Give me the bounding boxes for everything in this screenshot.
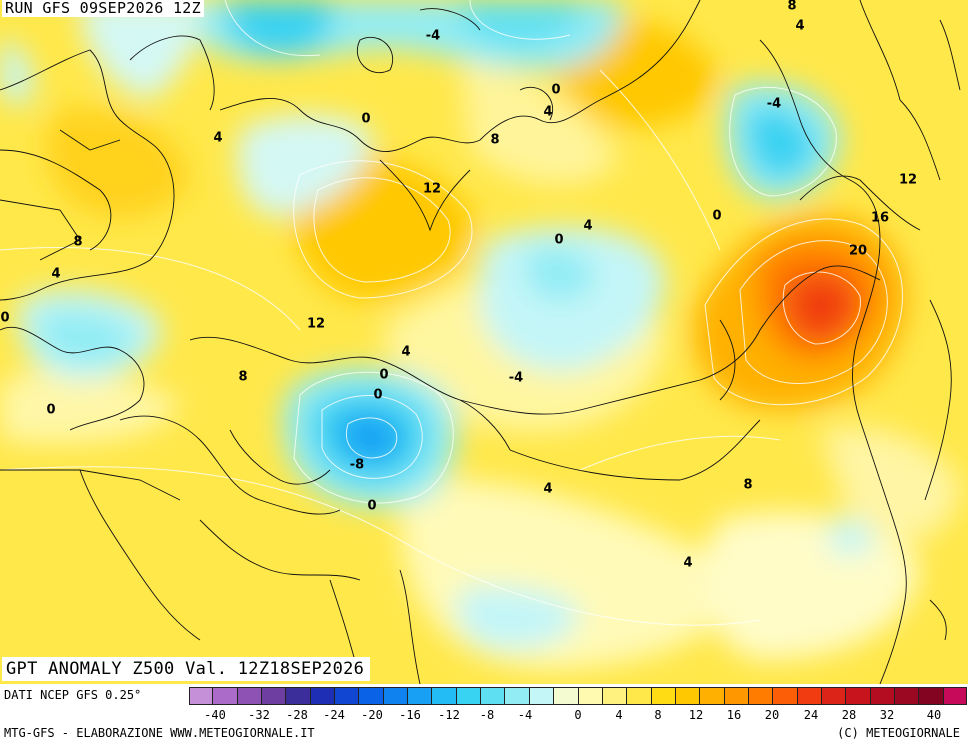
colorbar-tick-label: -28: [286, 708, 308, 722]
contour-label: -8: [350, 458, 364, 473]
colorbar-tick-label: -12: [438, 708, 460, 722]
colorbar: [189, 687, 967, 705]
legend-footer: DATI NCEP GFS 0.25° -40 -32 -28 -24 -20 -16 -1…: [0, 684, 968, 745]
contour-label: 0: [551, 83, 560, 98]
contour-label: 8: [787, 0, 796, 14]
isolines: [0, 0, 903, 626]
contour-label: 8: [490, 133, 499, 148]
colorbar-cell: [359, 687, 384, 705]
colorbar-tick-label: 0: [574, 708, 582, 722]
contour-label: -4: [509, 371, 523, 386]
colorbar-cell: [189, 687, 214, 705]
contour-label: 4: [543, 482, 552, 497]
colorbar-tick-label: -40: [204, 708, 226, 722]
colorbar-cell: [919, 687, 944, 705]
colorbar-cell: [237, 687, 263, 705]
contour-label: -4: [767, 97, 781, 112]
credit-right: (C) METEOGIORNALE: [837, 726, 960, 740]
contour-label: 4: [51, 267, 60, 282]
contour-label: 12: [307, 317, 325, 332]
anomaly-map: -4 8 4 0 4 0 8 4 -4 12 0 12 16 20 8 4 0 0 4 12 4 0 -4 0 8 -8 0 4 8 4 0: [0, 0, 968, 684]
contour-label: 4: [583, 219, 592, 234]
colorbar-cell: [602, 687, 628, 705]
contour-label: 4: [795, 19, 804, 34]
colorbar-tick-label: 40: [926, 708, 942, 722]
contour-label: 0: [712, 209, 721, 224]
colorbar-tick-label: 8: [654, 708, 662, 722]
colorbar-cell: [846, 687, 871, 705]
colorbar-cell: [627, 687, 652, 705]
colorbar-cell: [310, 687, 336, 705]
colorbar-tick-label: -32: [248, 708, 270, 722]
colorbar-cell: [554, 687, 579, 705]
colorbar-ticks: -40 -32 -28 -24 -20 -16 -12 -8 -4 0 4 8 12 16 20 24 28 32…: [189, 708, 967, 724]
colorbar-cell: [773, 687, 798, 705]
run-title: RUN GFS 09SEP2026 12Z: [2, 0, 204, 17]
contour-label: 16: [871, 211, 889, 226]
colorbar-cell: [383, 687, 409, 705]
contour-label: 4: [213, 131, 222, 146]
colorbar-cell: [505, 687, 530, 705]
contour-label: 0: [379, 368, 388, 383]
contour-label: 0: [0, 311, 9, 326]
contour-label: 4: [543, 105, 552, 120]
coastlines-and-borders: [0, 0, 961, 684]
colorbar-cell: [943, 687, 967, 705]
colorbar-tick-label: 20: [764, 708, 780, 722]
colorbar-cell: [213, 687, 238, 705]
contour-label: 4: [683, 556, 692, 571]
colorbar-tick-label: -24: [323, 708, 345, 722]
colorbar-cell: [456, 687, 482, 705]
colorbar-cell: [894, 687, 920, 705]
contour-label: 0: [367, 499, 376, 514]
colorbar-cell: [578, 687, 603, 705]
credit-left: MTG-GFS - ELABORAZIONE WWW.METEOGIORNALE…: [4, 726, 315, 740]
anomaly-field: [0, 0, 960, 670]
map-title: GPT ANOMALY Z500 Val. 12Z18SEP2026: [2, 657, 371, 681]
contour-label: 20: [849, 244, 867, 259]
contour-label: 8: [73, 235, 82, 250]
contour-label: 12: [899, 173, 917, 188]
colorbar-cell: [286, 687, 311, 705]
contour-label: 0: [46, 403, 55, 418]
colorbar-tick-label: -8: [479, 708, 495, 722]
colorbar-cell: [335, 687, 360, 705]
contour-label: 8: [743, 478, 752, 493]
colorbar-cell: [675, 687, 701, 705]
colorbar-cell: [870, 687, 895, 705]
data-source-label: DATI NCEP GFS 0.25°: [4, 688, 142, 702]
colorbar-tick-label: -4: [517, 708, 533, 722]
contour-label: 0: [361, 112, 370, 127]
colorbar-cell: [262, 687, 287, 705]
colorbar-cell: [821, 687, 847, 705]
contour-label: -4: [426, 29, 440, 44]
colorbar-tick-label: -16: [399, 708, 421, 722]
colorbar-cell: [408, 687, 433, 705]
colorbar-tick-label: 16: [726, 708, 742, 722]
contour-label: 12: [423, 182, 441, 197]
colorbar-cell: [724, 687, 749, 705]
colorbar-tick-label: 28: [841, 708, 857, 722]
colorbar-cell: [700, 687, 725, 705]
contour-label: 0: [554, 233, 563, 248]
colorbar-cell: [432, 687, 457, 705]
colorbar-cell: [651, 687, 676, 705]
colorbar-cell: [748, 687, 774, 705]
colorbar-cell: [481, 687, 506, 705]
contour-label: 4: [401, 345, 410, 360]
contour-label: 8: [238, 370, 247, 385]
colorbar-tick-label: 12: [688, 708, 704, 722]
contour-label: 0: [373, 388, 382, 403]
colorbar-tick-label: 4: [615, 708, 623, 722]
colorbar-cell: [529, 687, 555, 705]
colorbar-tick-label: 24: [803, 708, 819, 722]
colorbar-tick-label: 32: [879, 708, 895, 722]
colorbar-tick-label: -20: [361, 708, 383, 722]
colorbar-cell: [797, 687, 822, 705]
